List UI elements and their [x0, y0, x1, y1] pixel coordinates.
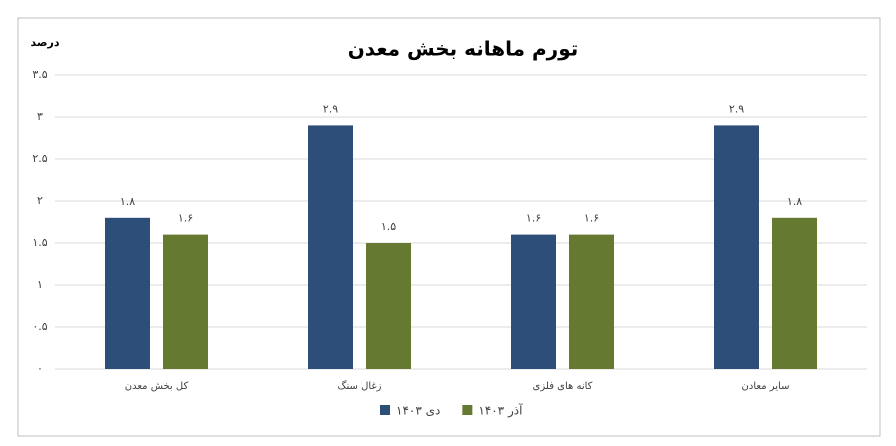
chart-title: تورم ماهانه بخش معدن — [348, 37, 579, 61]
x-tick-label: کل بخش معدن — [125, 381, 189, 392]
x-tick-label: کانه های فلزی — [533, 381, 593, 392]
value-label: ۱.۶ — [584, 212, 599, 225]
y-tick-label: ۱ — [37, 278, 43, 291]
y-tick-label: ۲ — [37, 194, 43, 207]
value-label: ۲.۹ — [729, 102, 744, 115]
bar — [308, 125, 353, 370]
y-tick-label: ۳.۵ — [32, 68, 47, 81]
bar — [569, 234, 614, 369]
bar — [105, 217, 150, 369]
legend-swatch — [462, 405, 473, 415]
y-tick-label: ۰ — [37, 362, 43, 375]
bar — [366, 243, 411, 369]
value-label: ۲.۹ — [323, 102, 338, 115]
value-label: ۱.۸ — [120, 195, 135, 208]
y-axis-label: درصد — [31, 36, 60, 49]
bar — [163, 234, 208, 369]
y-tick-label: ۳ — [37, 110, 43, 123]
y-tick-label: ۰.۵ — [32, 320, 47, 333]
bar — [772, 217, 817, 369]
bar — [511, 234, 556, 369]
y-tick-label: ۲.۵ — [32, 152, 47, 165]
y-tick-label: ۱.۵ — [32, 236, 47, 249]
bar — [714, 125, 759, 370]
legend-label: دی ۱۴۰۳ — [396, 404, 440, 418]
x-tick-label: زغال سنگ — [338, 380, 382, 392]
value-label: ۱.۶ — [526, 212, 541, 225]
legend-swatch — [380, 405, 390, 415]
value-label: ۱.۸ — [787, 195, 802, 208]
value-label: ۱.۵ — [381, 220, 396, 233]
legend-label: آذر ۱۴۰۳ — [478, 403, 523, 419]
value-label: ۱.۶ — [178, 212, 193, 225]
x-tick-label: سایر معادن — [742, 381, 790, 392]
